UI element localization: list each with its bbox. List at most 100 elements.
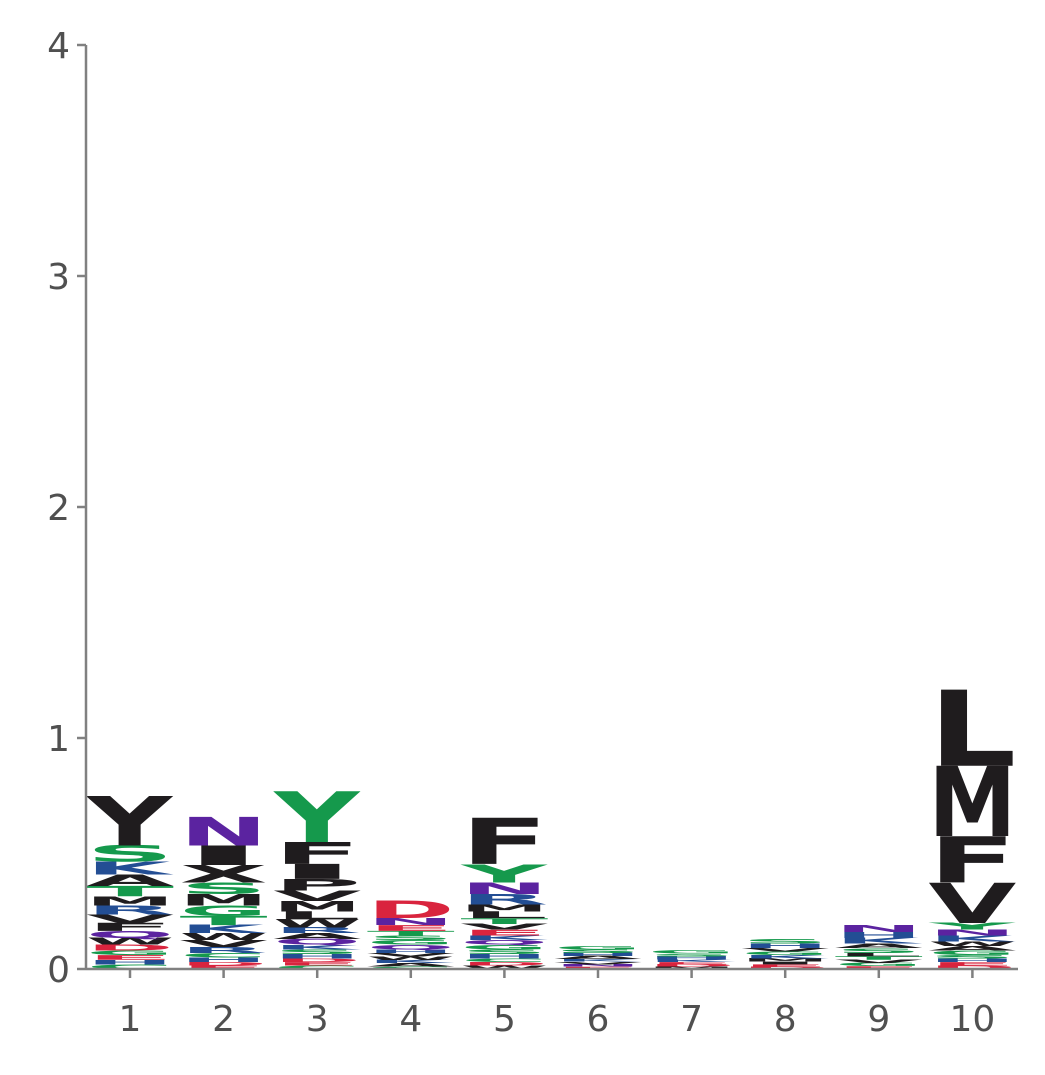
logo-letter-7-K: K xyxy=(648,959,736,963)
y-tick-label: 0 xyxy=(47,950,70,991)
logo-letter-5-M: M xyxy=(460,902,548,913)
logo-letter-9-N: N xyxy=(835,923,923,934)
logo-letter-5-E: E xyxy=(460,928,548,937)
logo-letter-3-H: H xyxy=(273,953,361,960)
logo-letter-10-V: V xyxy=(928,872,1016,936)
logo-letter-3-Y: Y xyxy=(273,777,361,859)
logo-letter-7-G: G xyxy=(648,950,736,955)
logo-letter-3-M: M xyxy=(273,898,361,915)
logo-letter-5-D: D xyxy=(460,961,548,967)
logo-letter-10-Y: Y xyxy=(928,921,1017,932)
logo-letter-9-L: L xyxy=(835,952,923,958)
logo-letter-8-M: M xyxy=(741,958,829,963)
logo-letter-3-S: S xyxy=(273,948,361,955)
logo-letter-8-V: V xyxy=(741,947,829,953)
logo-letter-7-S: S xyxy=(648,953,736,957)
logo-letter-4-K: K xyxy=(367,959,455,964)
logo-letter-1-K: K xyxy=(86,858,174,878)
logo-letter-4-E: E xyxy=(367,924,455,933)
logo-letter-7-D: D xyxy=(648,964,736,968)
logo-letter-1-S: S xyxy=(86,841,174,867)
logo-letter-3-W: W xyxy=(273,917,361,930)
logo-letter-9-A: A xyxy=(835,942,923,949)
logo-letter-5-V: V xyxy=(460,922,548,931)
logo-letter-3-K: K xyxy=(273,944,361,951)
logo-letter-4-G: G xyxy=(367,939,455,946)
x-tick-label: 5 xyxy=(493,999,516,1040)
logo-letter-5-L: L xyxy=(460,909,548,920)
logo-letter-4-N: N xyxy=(367,916,455,927)
logo-letter-2-V: V xyxy=(180,938,269,949)
logo-letter-2-I: I xyxy=(180,840,268,871)
logo-letter-6-G: G xyxy=(554,945,642,951)
logo-letter-4-T: T xyxy=(367,930,455,937)
logo-letter-8-S: S xyxy=(741,938,829,945)
logo-letter-9-V: V xyxy=(835,959,923,965)
logo-letter-2-H: H xyxy=(180,956,268,963)
logo-letter-6-S: S xyxy=(554,948,642,953)
logo-letter-9-H: H xyxy=(835,930,923,939)
logo-letter-1-R: R xyxy=(86,903,174,918)
logo-letter-5-F: F xyxy=(460,805,548,879)
logo-letter-5-N: N xyxy=(460,879,548,898)
x-tick-label: 1 xyxy=(119,999,142,1040)
logo-letter-10-K: K xyxy=(928,934,1017,943)
plot-area: CHEGDWQFVRMTAKSYEDHCRVWKTGMSXINCEDHSKQAR… xyxy=(86,668,1017,970)
logo-letter-10-E: E xyxy=(928,961,1016,967)
y-tick-label: 1 xyxy=(47,719,70,760)
logo-letter-2-S: S xyxy=(180,879,268,898)
logo-letter-10-M: M xyxy=(928,747,1016,860)
logo-letter-1-Q: Q xyxy=(86,929,174,940)
logo-letter-10-N: N xyxy=(928,928,1016,937)
logo-letter-1-Y: Y xyxy=(86,782,174,861)
logo-letter-5-C: C xyxy=(460,958,548,964)
logo-letter-5-W: W xyxy=(460,965,548,970)
logo-letter-10-D: D xyxy=(928,965,1016,971)
logo-letter-10-W: W xyxy=(928,940,1016,947)
logo-letter-5-Q: Q xyxy=(460,939,548,946)
logo-letter-7-H: H xyxy=(648,955,736,960)
logo-letter-3-C: C xyxy=(273,965,361,971)
logo-letter-9-K: K xyxy=(835,936,924,945)
logo-letter-6-V: V xyxy=(554,961,642,965)
x-tick-label: 7 xyxy=(680,999,703,1040)
logo-letter-6-A: A xyxy=(554,955,642,960)
logo-letter-2-G: G xyxy=(180,903,268,920)
logo-letter-7-E: E xyxy=(648,961,736,965)
logo-column-4: CAKWVHQGSTEND xyxy=(367,897,455,970)
logo-letter-9-G: G xyxy=(835,962,923,967)
logo-letter-3-I: I xyxy=(273,860,361,884)
logo-letter-4-D: D xyxy=(367,897,455,924)
y-axis: 0 1 2 3 4 xyxy=(47,26,88,991)
logo-letter-6-H: H xyxy=(554,952,642,957)
logo-letter-3-Q: Q xyxy=(273,938,361,947)
logo-letter-5-G: G xyxy=(460,944,548,951)
logo-letter-2-D: D xyxy=(180,961,268,967)
logo-letter-5-R: R xyxy=(460,891,548,908)
logo-letter-10-S: S xyxy=(928,954,1016,959)
x-tick-label: 10 xyxy=(949,999,995,1040)
logo-letter-5-K: K xyxy=(460,934,548,941)
logo-letter-1-A: A xyxy=(86,871,174,889)
logo-letter-4-W: W xyxy=(367,955,455,960)
logo-letter-1-D: D xyxy=(86,943,174,952)
logo-letter-9-E: E xyxy=(835,965,923,969)
logo-letter-2-R: R xyxy=(180,946,268,955)
logo-letter-1-M: M xyxy=(86,894,174,909)
x-tick-label: 8 xyxy=(774,999,797,1040)
logo-letter-8-K: K xyxy=(741,954,829,959)
y-tick-label: 2 xyxy=(47,488,70,529)
logo-letter-1-C: C xyxy=(86,963,174,970)
x-tick-label: 6 xyxy=(587,999,610,1040)
logo-letter-2-T: T xyxy=(180,913,269,928)
logo-letter-4-Q: Q xyxy=(367,944,455,951)
logo-letter-3-A: A xyxy=(273,932,361,941)
logo-letter-1-H: H xyxy=(86,959,174,966)
logo-letter-2-X: X xyxy=(180,860,268,888)
